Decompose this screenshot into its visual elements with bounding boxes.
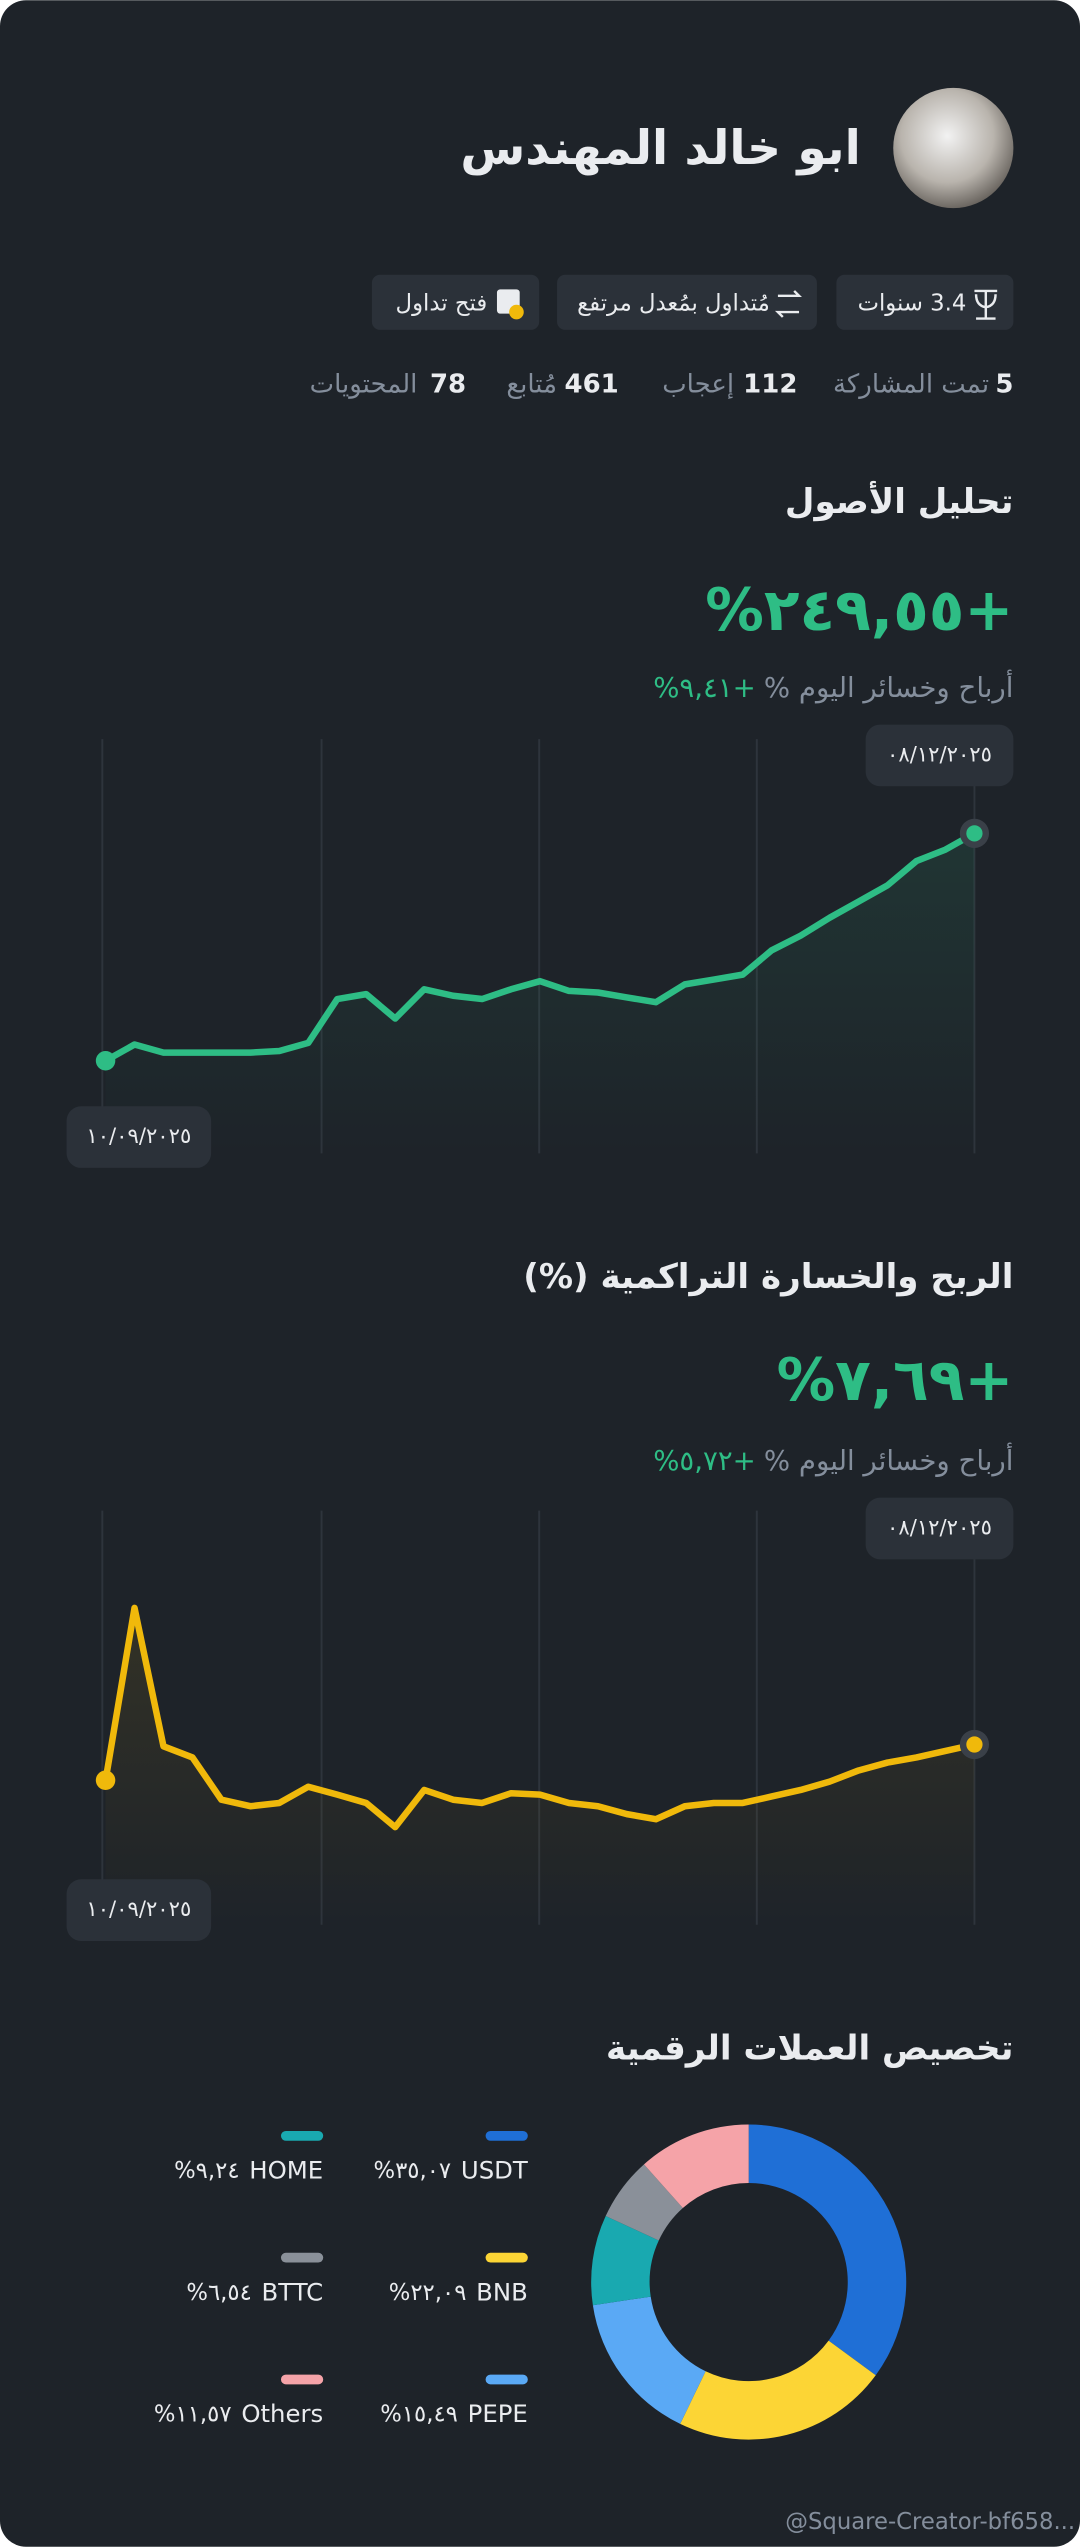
- legend-label: USDT: [461, 2156, 528, 2185]
- headline-value: +٧,٦٩%: [777, 1346, 1014, 1414]
- tag[interactable]: مُتداول بمُعدل مرتفع: [557, 274, 817, 330]
- tag-label: مُتداول بمُعدل مرتفع: [577, 290, 770, 316]
- legend-swatch: [485, 2252, 528, 2263]
- stat-value: 112: [743, 370, 797, 400]
- user-name: ابو خالد المهندس: [460, 121, 860, 176]
- legend-swatch: [280, 2131, 324, 2141]
- stat-label: إعجاب: [662, 370, 734, 400]
- section-title: تحليل الأصول: [785, 480, 1013, 522]
- stat-value: 461: [565, 370, 619, 400]
- end-point: [966, 1736, 983, 1753]
- tag[interactable]: 3.4 سنوات: [836, 274, 1014, 330]
- tag-background: [557, 274, 817, 330]
- legend-value: ٦,٥٤%: [186, 2280, 251, 2306]
- date-tooltip: [865, 1497, 1014, 1560]
- legend-label: BTTC: [262, 2277, 324, 2306]
- daily-value: +٥,٧٢%: [653, 1444, 756, 1477]
- daily-label: أرباح وخسائر اليوم %: [764, 669, 1013, 704]
- tag[interactable]: فتح تداول: [371, 274, 540, 330]
- legend-value: ١٥,٤٩%: [380, 2402, 458, 2428]
- tag-background: [836, 274, 1014, 330]
- area-fill: [105, 1607, 975, 1925]
- legend-label: PEPE: [468, 2399, 528, 2428]
- tag-background: [371, 274, 540, 330]
- donut-segment: [592, 2296, 706, 2424]
- area-fill: [105, 833, 975, 1154]
- date-label: ٠٨/١٢/٢٠٢٥: [887, 1514, 992, 1539]
- donut-segment: [748, 2124, 907, 2376]
- donut-segment: [591, 2215, 659, 2306]
- tag-icon-badge: [509, 304, 524, 320]
- daily-value: +٩,٤١%: [653, 671, 756, 704]
- legend-value: ٩,٢٤%: [174, 2158, 239, 2184]
- legend-value: ٣٥,٠٧%: [373, 2158, 451, 2184]
- donut-segment: [643, 2124, 749, 2209]
- tag-label: 3.4 سنوات: [858, 290, 967, 316]
- tag-icon: [774, 290, 802, 318]
- legend-swatch: [485, 2131, 528, 2141]
- stat-value: 5: [995, 370, 1013, 400]
- stat-value: 78: [430, 370, 466, 400]
- date-tooltip: [865, 724, 1014, 787]
- start-point: [95, 1770, 116, 1790]
- legend-swatch: [485, 2374, 528, 2385]
- legend-value: ١١,٥٧%: [154, 2402, 232, 2428]
- avatar[interactable]: [893, 87, 1014, 209]
- stat-label: المحتويات: [310, 370, 418, 400]
- date-tooltip: [66, 1879, 212, 1941]
- legend-swatch: [280, 2252, 324, 2263]
- date-label: ١٠/٠٩/٢٠٢٥: [86, 1896, 191, 1921]
- headline-value: +٢٤٩,٥٥%: [705, 576, 1013, 644]
- watermark: @Square-Creator-bf658...: [785, 2509, 1075, 2535]
- tag-label: فتح تداول: [396, 290, 488, 316]
- donut-segment: [605, 2164, 683, 2241]
- stat-label: مُتابع: [506, 370, 557, 400]
- legend-label: Others: [241, 2399, 323, 2428]
- line: [102, 1604, 978, 1831]
- line: [102, 830, 978, 1064]
- legend-value: ٢٢,٠٩%: [389, 2280, 467, 2306]
- stat-label: تمت المشاركة: [833, 370, 989, 400]
- section-title: الربح والخسارة التراكمية (%): [523, 1257, 1013, 1297]
- end-point: [966, 825, 983, 842]
- legend-label: HOME: [249, 2156, 323, 2185]
- date-label: ٠٨/١٢/٢٠٢٥: [887, 741, 992, 766]
- tag-icon: [974, 289, 998, 320]
- section-title: تخصيص العملات الرقمية: [606, 2028, 1013, 2068]
- legend-label: BNB: [476, 2277, 528, 2306]
- legend-swatch: [280, 2374, 324, 2385]
- daily-label: أرباح وخسائر اليوم %: [764, 1442, 1013, 1477]
- start-point: [95, 1050, 116, 1071]
- donut-segment: [680, 2340, 876, 2440]
- date-label: ١٠/٠٩/٢٠٢٥: [86, 1123, 191, 1148]
- date-tooltip: [66, 1106, 212, 1168]
